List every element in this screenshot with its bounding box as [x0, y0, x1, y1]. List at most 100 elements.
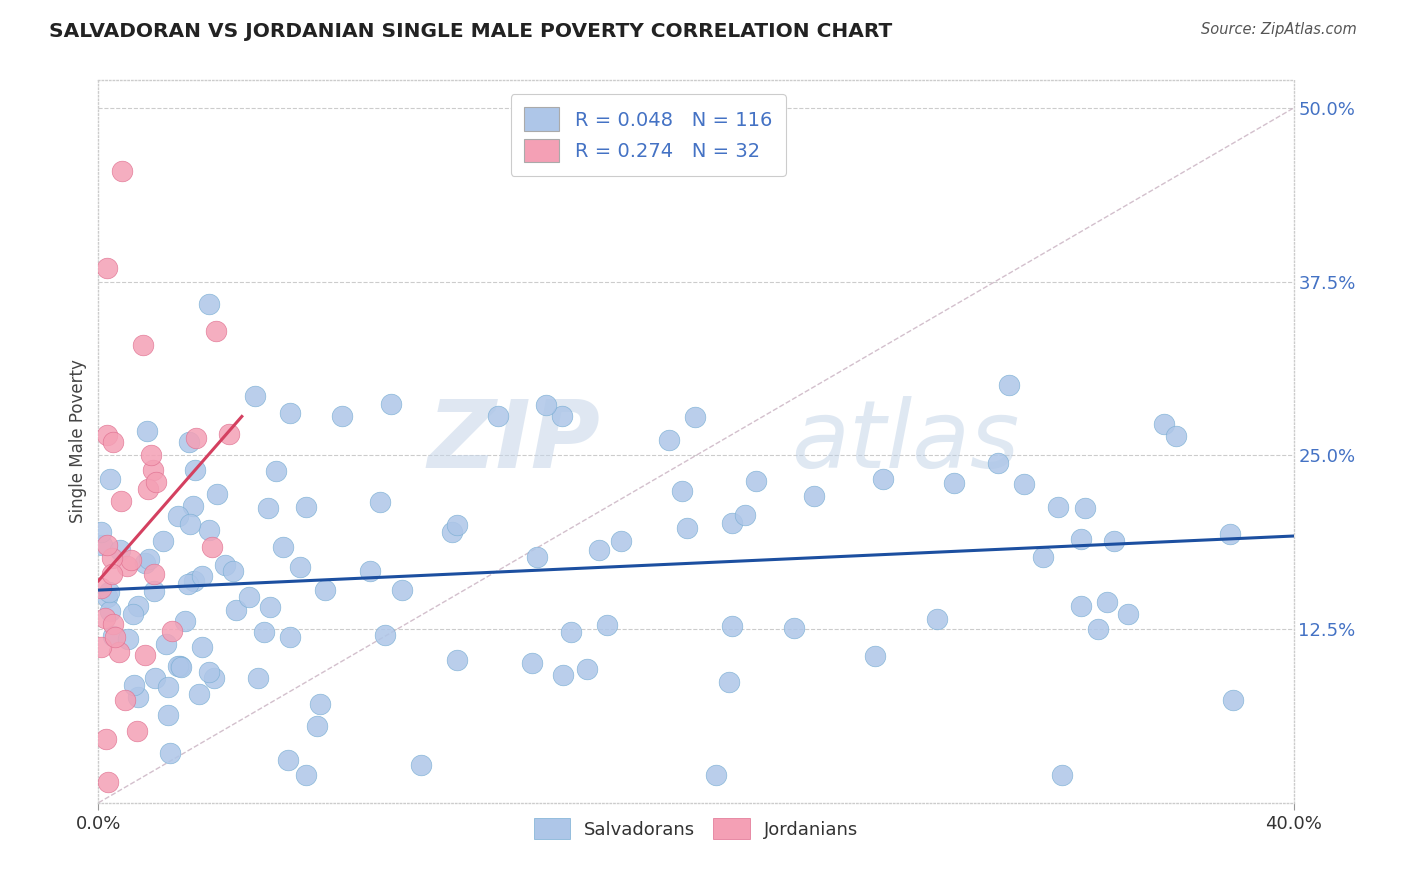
Point: [198, 665, 221, 679]
Point: [198, 297, 221, 311]
Point: [127, 690, 149, 705]
Point: [596, 617, 619, 632]
Point: [1095, 595, 1118, 609]
Point: [101, 617, 124, 632]
Point: [1219, 527, 1241, 541]
Point: [167, 508, 190, 523]
Point: [201, 540, 224, 554]
Point: [138, 552, 160, 566]
Point: [259, 600, 281, 615]
Point: [177, 435, 200, 450]
Point: [100, 551, 122, 566]
Point: [520, 656, 543, 670]
Point: [104, 630, 127, 644]
Point: [486, 409, 509, 423]
Point: [409, 758, 432, 772]
Point: [160, 624, 183, 638]
Point: [181, 499, 204, 513]
Text: ZIP: ZIP: [427, 395, 600, 488]
Point: [170, 660, 193, 674]
Point: [745, 474, 768, 488]
Point: [734, 508, 756, 522]
Point: [987, 456, 1010, 470]
Point: [290, 559, 312, 574]
Point: [1087, 622, 1109, 636]
Point: [252, 625, 274, 640]
Point: [90, 640, 112, 654]
Point: [553, 668, 575, 682]
Point: [998, 378, 1021, 392]
Point: [721, 516, 744, 530]
Point: [380, 397, 402, 411]
Point: [925, 612, 948, 626]
Point: [706, 768, 728, 782]
Point: [205, 324, 228, 338]
Point: [657, 433, 679, 447]
Point: [142, 584, 165, 599]
Point: [1070, 532, 1092, 546]
Legend: Salvadorans, Jordanians: Salvadorans, Jordanians: [524, 809, 868, 848]
Point: [156, 681, 179, 695]
Point: [783, 621, 806, 635]
Point: [368, 495, 391, 509]
Point: [238, 591, 260, 605]
Point: [314, 582, 336, 597]
Point: [103, 434, 125, 449]
Point: [143, 566, 166, 581]
Point: [184, 463, 207, 477]
Point: [135, 424, 157, 438]
Point: [863, 649, 886, 664]
Point: [101, 629, 124, 643]
Point: [131, 338, 153, 352]
Point: [446, 653, 468, 667]
Point: [536, 398, 558, 412]
Point: [91, 538, 114, 552]
Point: [159, 746, 181, 760]
Y-axis label: Single Male Poverty: Single Male Poverty: [69, 359, 87, 524]
Point: [183, 574, 205, 588]
Point: [1102, 534, 1125, 549]
Point: [718, 674, 741, 689]
Point: [551, 409, 574, 423]
Point: [115, 559, 138, 574]
Point: [117, 632, 139, 646]
Point: [169, 659, 191, 673]
Point: [245, 389, 267, 403]
Point: [142, 463, 165, 477]
Point: [214, 558, 236, 572]
Point: [526, 549, 548, 564]
Point: [152, 534, 174, 549]
Point: [295, 768, 318, 782]
Text: SALVADORAN VS JORDANIAN SINGLE MALE POVERTY CORRELATION CHART: SALVADORAN VS JORDANIAN SINGLE MALE POVE…: [49, 22, 893, 41]
Point: [94, 611, 117, 625]
Point: [330, 409, 353, 424]
Point: [309, 697, 332, 711]
Text: atlas: atlas: [792, 396, 1019, 487]
Point: [391, 582, 413, 597]
Point: [576, 662, 599, 676]
Point: [294, 500, 316, 514]
Point: [101, 567, 124, 582]
Point: [97, 585, 120, 599]
Point: [225, 603, 247, 617]
Point: [205, 487, 228, 501]
Point: [96, 427, 118, 442]
Point: [111, 163, 134, 178]
Point: [942, 475, 965, 490]
Point: [257, 501, 280, 516]
Point: [96, 260, 118, 275]
Point: [588, 543, 610, 558]
Point: [90, 582, 112, 596]
Point: [125, 724, 148, 739]
Point: [803, 489, 825, 503]
Point: [198, 523, 221, 537]
Point: [280, 630, 302, 644]
Point: [114, 693, 136, 707]
Point: [173, 614, 195, 628]
Point: [359, 564, 381, 578]
Point: [98, 604, 121, 618]
Point: [721, 619, 744, 633]
Point: [96, 732, 118, 747]
Point: [278, 406, 301, 420]
Point: [1047, 500, 1070, 515]
